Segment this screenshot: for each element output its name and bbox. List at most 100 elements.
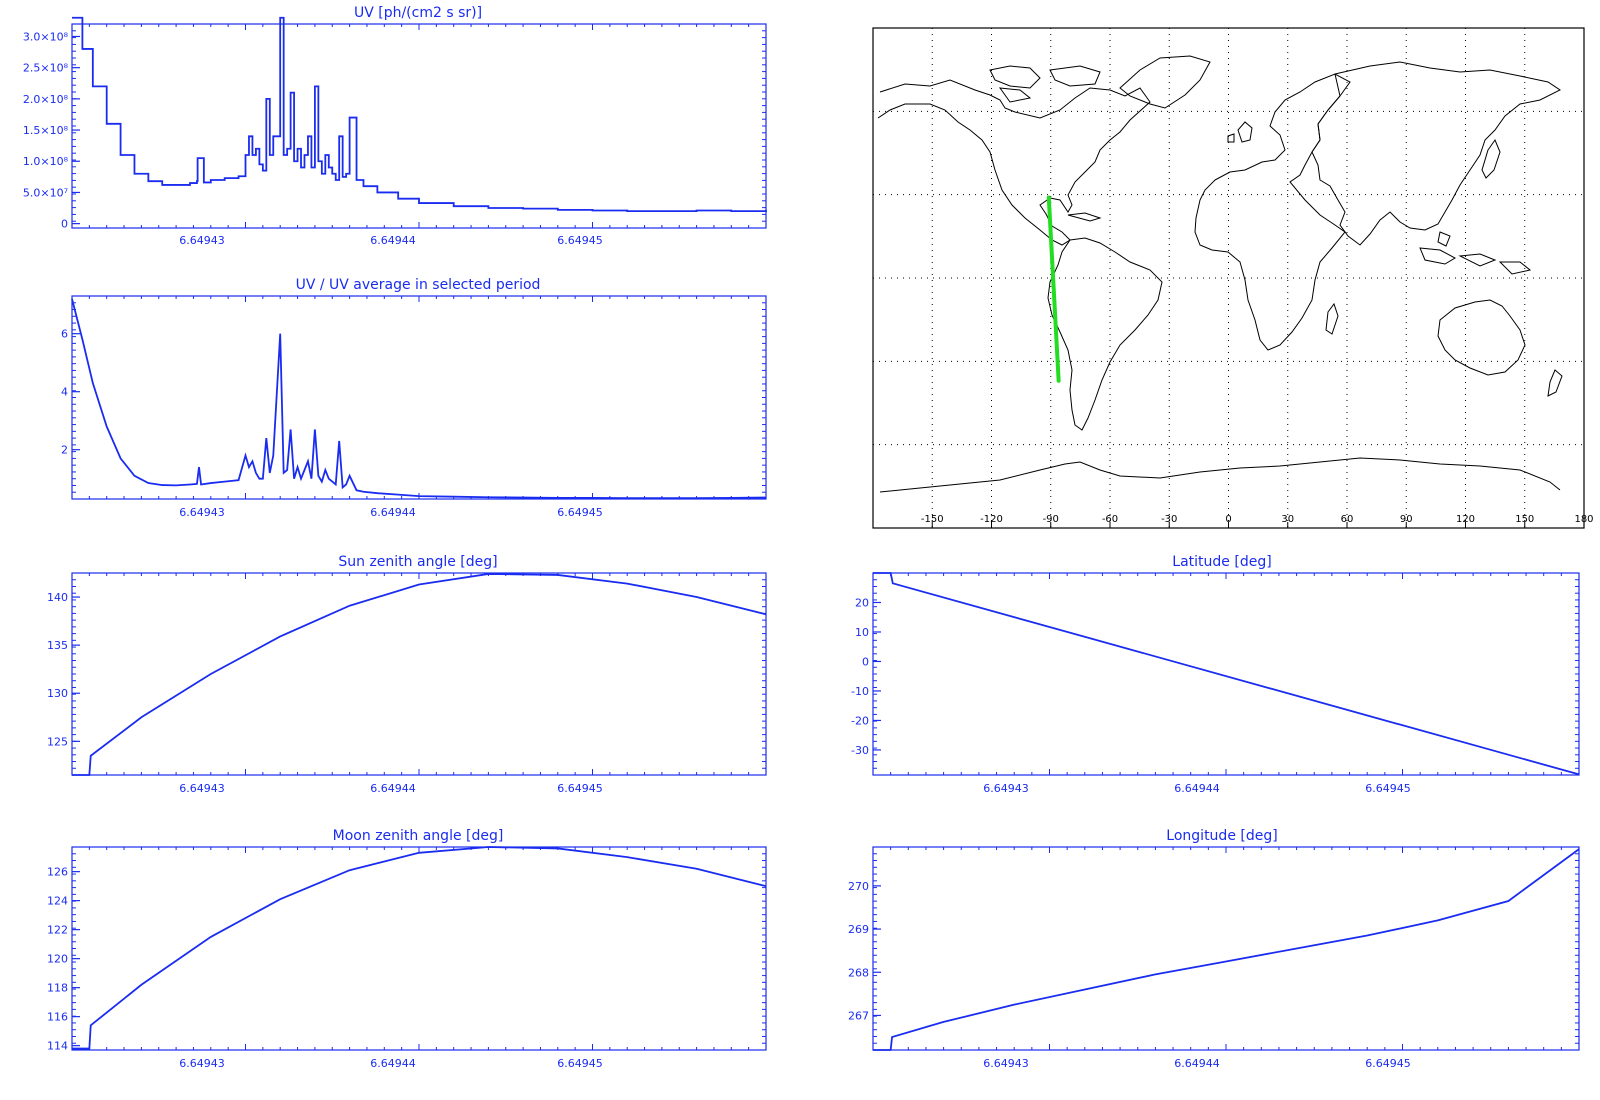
north-america-outline — [877, 79, 1151, 246]
y-tick-label: 267 — [848, 1009, 869, 1022]
uvratio-y-tick-labels: 2 4 6 — [61, 328, 80, 457]
moonzen-y-tick-labels: 114 116 118 120 122 124 126 — [47, 866, 80, 1053]
y-tick-label: 118 — [47, 982, 68, 995]
longitude-series-line — [873, 848, 1580, 1051]
europe-africa-outline — [1194, 73, 1351, 351]
uvratio-x-tick-label: 6.64944 — [370, 506, 416, 519]
asia-outline — [1311, 61, 1561, 246]
latitude-title: Latitude [deg] — [1172, 554, 1271, 570]
longitude-x-tick-label: 6.64945 — [1365, 1057, 1411, 1070]
latitude-x-tick-label: 6.64945 — [1365, 782, 1411, 795]
y-tick-label: 1.5×10⁸ — [23, 124, 69, 137]
map-x-tick-label: -30 — [1161, 514, 1177, 525]
southeast-asia-islands-outline — [1419, 231, 1532, 275]
uv-x-tick-label: 6.64944 — [370, 234, 416, 247]
latitude-axis-ticks — [873, 573, 1579, 775]
moonzen-series-line — [72, 846, 767, 1050]
map-x-tick-label: 60 — [1341, 514, 1354, 525]
y-tick-label: 0 — [61, 218, 68, 231]
y-tick-label: 1.0×10⁸ — [23, 155, 69, 168]
latitude-series-line — [873, 572, 1580, 776]
uv-title: UV [ph/(cm2 s sr)] — [354, 5, 482, 21]
longitude-y-tick-labels: 267 268 269 270 — [848, 880, 881, 1022]
map-x-tick-label: 150 — [1515, 514, 1534, 525]
latitude-x-tick-label: 6.64943 — [983, 782, 1029, 795]
y-tick-label: 269 — [848, 923, 869, 936]
y-tick-label: -30 — [851, 744, 869, 757]
y-tick-label: 126 — [47, 866, 68, 879]
moonzen-plot-frame — [71, 846, 767, 1051]
moonzen-panel: Moon zenith angle [deg] 1141161181201221… — [47, 828, 767, 1070]
y-tick-label: 130 — [47, 687, 68, 700]
world-map-panel: -150 -120 -90 -60 -30 0 30 60 90 120 150 180 — [872, 27, 1594, 529]
uv-axis-ticks — [72, 24, 766, 228]
uvratio-series-line — [71, 298, 767, 500]
uvratio-plot-frame — [71, 295, 767, 500]
moonzen-axis-ticks — [72, 847, 766, 1050]
sunzen-panel: Sun zenith angle [deg] 125 130 135 140 6.64… — [47, 554, 767, 795]
longitude-x-tick-label: 6.64944 — [1174, 1057, 1220, 1070]
arctic-islands-outline — [989, 65, 1101, 103]
map-x-tick-label: -90 — [1043, 514, 1059, 525]
australia-outline — [1437, 299, 1526, 376]
latitude-x-tick-label: 6.64944 — [1174, 782, 1220, 795]
greenland-outline — [1119, 55, 1211, 109]
map-frame — [872, 27, 1585, 529]
sunzen-x-tick-label: 6.64943 — [179, 782, 225, 795]
y-tick-label: 114 — [47, 1040, 68, 1053]
cuba-outline — [1067, 212, 1102, 222]
british-isles-outline — [1227, 121, 1253, 143]
uvratio-x-tick-label: 6.64945 — [557, 506, 603, 519]
y-tick-label: 2.0×10⁸ — [23, 93, 69, 106]
y-tick-label: 10 — [855, 626, 869, 639]
y-tick-label: 4 — [61, 386, 68, 399]
map-x-tick-label: -150 — [921, 514, 944, 525]
map-x-tick-label: 120 — [1456, 514, 1475, 525]
uv-y-tick-labels: 0 5.0×10⁷ 1.0×10⁸ 1.5×10⁸ 2.0×10⁸ 2.5×10⁸ 3.0×… — [23, 30, 80, 231]
y-tick-label: 135 — [47, 639, 68, 652]
y-tick-label: 116 — [47, 1011, 68, 1024]
south-america-outline — [1047, 237, 1163, 431]
uv-series-line — [72, 16, 767, 213]
sunzen-x-tick-label: 6.64945 — [557, 782, 603, 795]
y-tick-label: 270 — [848, 880, 869, 893]
y-tick-label: 20 — [855, 596, 869, 609]
latitude-panel: Latitude [deg] -30 -20 -10 0 10 20 6.64943 6.… — [851, 554, 1580, 795]
longitude-title: Longitude [deg] — [1166, 828, 1277, 844]
longitude-plot-frame — [872, 846, 1580, 1051]
sunzen-title: Sun zenith angle [deg] — [338, 554, 497, 570]
y-tick-label: -20 — [851, 714, 869, 727]
uv-x-tick-label: 6.64945 — [557, 234, 603, 247]
japan-outline — [1481, 138, 1501, 179]
uv-panel: UV [ph/(cm2 s sr)] 0 5.0×10⁷ 1.0×10⁸ 1.5×10… — [23, 5, 767, 247]
y-tick-label: 120 — [47, 953, 68, 966]
y-tick-label: 0 — [862, 655, 869, 668]
coastlines — [877, 55, 1563, 493]
y-tick-label: 6 — [61, 328, 68, 341]
y-tick-label: 3.0×10⁸ — [23, 30, 69, 43]
sunzen-plot-frame — [71, 572, 767, 776]
map-x-tick-label: 90 — [1400, 514, 1413, 525]
map-x-tick-label: -120 — [980, 514, 1003, 525]
y-tick-label: 2 — [61, 444, 68, 457]
y-tick-label: 124 — [47, 895, 68, 908]
latitude-y-tick-labels: -30 -20 -10 0 10 20 — [851, 596, 881, 757]
sunzen-axis-ticks — [72, 573, 766, 775]
longitude-axis-ticks — [873, 847, 1579, 1050]
map-x-tick-label: 180 — [1574, 514, 1593, 525]
map-x-tick-labels: -150 -120 -90 -60 -30 0 30 60 90 120 150 180 — [921, 514, 1594, 528]
uv-x-tick-label: 6.64943 — [179, 234, 225, 247]
y-tick-label: 122 — [47, 924, 68, 937]
moonzen-x-tick-label: 6.64943 — [179, 1057, 225, 1070]
moonzen-x-tick-label: 6.64944 — [370, 1057, 416, 1070]
uvratio-title: UV / UV average in selected period — [296, 277, 541, 293]
uvratio-panel: UV / UV average in selected period 2 4 6 6… — [61, 277, 767, 519]
y-tick-label: 268 — [848, 966, 869, 979]
uvratio-axis-ticks — [72, 296, 766, 499]
antarctica-outline — [879, 457, 1561, 493]
y-tick-label: 5.0×10⁷ — [23, 186, 68, 199]
y-tick-label: -10 — [851, 685, 869, 698]
new-zealand-outline — [1547, 369, 1563, 397]
moonzen-x-tick-label: 6.64945 — [557, 1057, 603, 1070]
